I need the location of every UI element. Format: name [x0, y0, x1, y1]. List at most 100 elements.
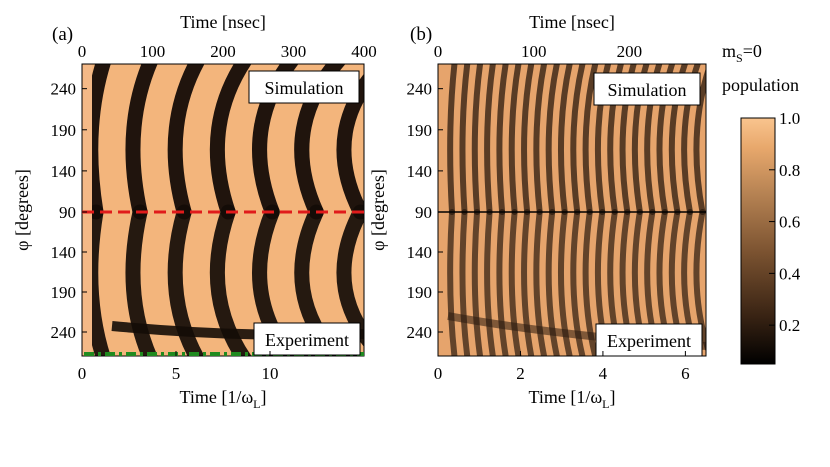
panel-a: (a) Time [nsec] 0 100 200 300 400 Simulation… [12, 12, 377, 411]
colorbar-tick-label: 0.2 [779, 316, 800, 335]
fringe-arc-upper [570, 64, 586, 215]
top-tick-label: 100 [521, 42, 547, 61]
colorbar-label-line2: population [722, 75, 799, 95]
fringe-arc-lower [521, 209, 535, 356]
colorbar-ticks: 1.0 0.8 0.6 0.4 0.2 [769, 109, 801, 335]
fringe-arc-lower [496, 209, 509, 356]
y-tick-label: 190 [407, 121, 433, 140]
fringe-arc-upper [508, 64, 522, 215]
y-tick-label: 140 [407, 243, 433, 262]
y-tick-label: 90 [415, 203, 432, 222]
panel-b-experiment-label: Experiment [607, 331, 691, 351]
fringe-arc-upper [533, 64, 548, 215]
fringe-arc-lower [167, 204, 205, 356]
panel-a-experiment-label: Experiment [265, 330, 349, 350]
bottom-tick-label: 0 [434, 364, 443, 383]
fringe-arc-upper [582, 64, 599, 215]
panel-a-ylabel: φ [degrees] [12, 169, 32, 251]
panel-b: (b) Time [nsec] 0 100 200 Simulation Exper… [368, 12, 707, 411]
fringe-arc-upper [459, 64, 471, 215]
panel-a-heatmap [82, 64, 364, 356]
panel-b-experiment-box: Experiment [595, 323, 703, 357]
y-tick-label: 240 [407, 80, 433, 99]
panel-b-frame [437, 63, 707, 357]
y-tick-label: 90 [59, 203, 76, 222]
colorbar-tick-label: 0.6 [779, 213, 800, 232]
panel-b-bottom-axis-label: Time [1/ωL] [528, 387, 615, 411]
fringe-arc-upper [484, 64, 496, 215]
panel-b-y-ticks: 240 190 140 90 140 190 240 [407, 80, 443, 342]
fringe-arc-lower [545, 209, 560, 356]
bottom-tick-label: 5 [172, 364, 181, 383]
fringe-arc-upper [496, 64, 509, 215]
bottom-tick-label: 10 [262, 364, 279, 383]
left-strip [82, 64, 92, 356]
panel-b-bottom-ticks: 0 2 4 6 [434, 351, 690, 383]
panel-b-bottom-label-sub: L [602, 397, 609, 411]
panel-b-simulation-label: Simulation [607, 80, 686, 100]
panel-b-label: (b) [410, 24, 432, 45]
colorbar-gradient [740, 117, 776, 365]
bottom-tick-label: 2 [516, 364, 525, 383]
panel-b-bottom-label-end: ] [610, 387, 616, 407]
panel-a-label: (a) [52, 24, 73, 45]
panel-a-top-ticks: 0 100 200 300 400 [78, 42, 377, 69]
top-tick-label: 0 [434, 42, 443, 61]
colorbar-tick-label: 0.4 [779, 264, 801, 283]
y-tick-label: 190 [51, 283, 77, 302]
top-tick-label: 300 [281, 42, 307, 61]
fringe-arc-lower [693, 209, 706, 353]
panel-a-bottom-ticks: 0 5 10 [78, 351, 279, 383]
panel-a-simulation-label: Simulation [264, 78, 343, 98]
fringe-arc-lower [471, 209, 484, 356]
fringe-arc-lower [533, 209, 548, 356]
panel-b-ylabel: φ [degrees] [368, 169, 388, 251]
bottom-tick-label: 6 [681, 364, 690, 383]
panel-b-simulation-box: Simulation [593, 72, 701, 106]
bottom-tick-label: 0 [78, 364, 87, 383]
colorbar-label-rest: =0 [743, 41, 762, 61]
fringe-arc-upper [209, 64, 252, 220]
y-tick-label: 240 [51, 80, 77, 99]
panel-b-bottom-label-main: Time [1/ω [528, 387, 602, 407]
fringe-arc-lower [557, 209, 573, 356]
fringe-arc-upper [471, 64, 484, 215]
top-tick-label: 100 [140, 42, 166, 61]
fringe-arc-upper [521, 64, 535, 215]
y-tick-label: 140 [407, 162, 433, 181]
fringe-arc-lower [705, 260, 706, 285]
panel-b-heatmap [438, 64, 706, 356]
fringe-arc-lower [209, 204, 252, 356]
colorbar-label-line1: mS=0 [722, 41, 762, 65]
fringe-arc-lower [459, 209, 471, 356]
fringe-arc-lower [582, 209, 599, 356]
panel-b-top-ticks: 0 100 200 [434, 42, 642, 69]
y-tick-label: 240 [407, 323, 433, 342]
fringe-arc-lower [508, 209, 522, 356]
colorbar-label-m: m [722, 41, 736, 61]
y-tick-label: 190 [51, 121, 77, 140]
colorbar-tick-label: 0.8 [779, 161, 800, 180]
panel-a-bottom-label-main: Time [1/ω [179, 387, 253, 407]
fringe-arc-upper [545, 64, 560, 215]
top-tick-label: 400 [351, 42, 377, 61]
panel-a-bottom-axis-label: Time [1/ωL] [179, 387, 266, 411]
panel-a-experiment-box: Experiment [253, 322, 361, 356]
y-tick-label: 140 [51, 162, 77, 181]
top-tick-label: 200 [617, 42, 643, 61]
fringe-arc-upper [125, 64, 158, 220]
fringe-arc-lower [484, 209, 496, 356]
colorbar-tick-label: 1.0 [779, 109, 800, 128]
fringe-arc-lower [125, 204, 158, 356]
panel-a-y-ticks: 240 190 140 90 140 190 240 [51, 80, 87, 342]
fringe-arc-upper [557, 64, 573, 215]
panel-a-frame [81, 63, 365, 357]
panel-a-simulation-box: Simulation [248, 70, 360, 104]
fringe-arc-lower [447, 209, 458, 356]
colorbar-label-sub: S [736, 51, 743, 65]
panel-a-top-axis-label: Time [nsec] [180, 12, 266, 32]
top-tick-label: 0 [78, 42, 87, 61]
panel-a-bottom-label-sub: L [253, 397, 260, 411]
y-tick-label: 140 [51, 243, 77, 262]
